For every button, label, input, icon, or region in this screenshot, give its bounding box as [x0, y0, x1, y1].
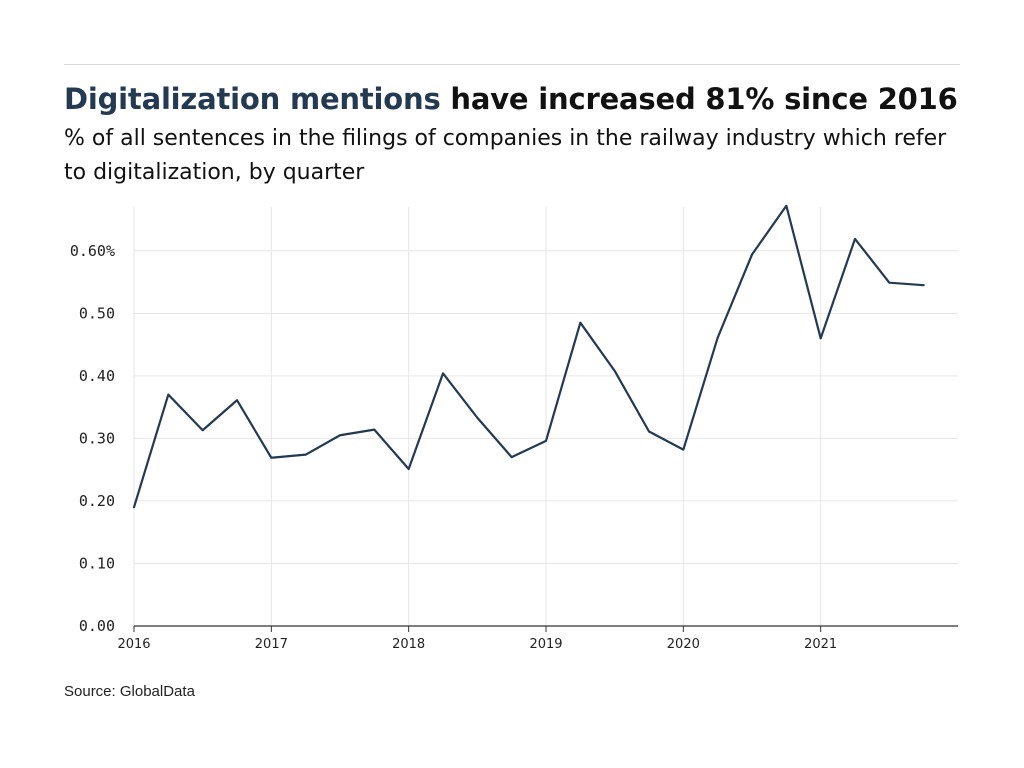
- series-layer: [132, 204, 925, 509]
- y-tick-label: 0.50: [79, 304, 115, 322]
- y-tick-label: 0.60%: [70, 242, 115, 260]
- tick-labels: 0.00 0.10 0.20 0.30 0.40 0.50 0.60% 2016 2017 201…: [70, 242, 837, 652]
- x-tick-label: 2018: [392, 637, 425, 652]
- x-tick-label: 2016: [117, 637, 150, 652]
- source-note: Source: GlobalData: [64, 683, 195, 700]
- axes: [133, 625, 958, 632]
- x-tick-label: 2019: [529, 637, 562, 652]
- title-highlight: Digitalization mentions: [64, 82, 441, 116]
- x-tick-label: 2020: [667, 637, 700, 652]
- series-line: [132, 204, 925, 509]
- top-rule: [64, 64, 960, 65]
- chart-title: Digitalization mentions have increased 8…: [64, 80, 958, 118]
- chart-subtitle: % of all sentences in the filings of com…: [64, 126, 947, 185]
- y-tick-label: 0.20: [79, 492, 115, 510]
- gridlines: [133, 207, 958, 626]
- y-tick-label: 0.10: [79, 554, 115, 572]
- x-tick-label: 2021: [804, 637, 837, 652]
- title-rest: have increased 81% since 2016: [440, 82, 958, 116]
- y-tick-label: 0.30: [79, 429, 115, 447]
- y-tick-label: 0.40: [79, 367, 115, 385]
- y-tick-label: 0.00: [79, 617, 115, 635]
- x-tick-label: 2017: [255, 637, 288, 652]
